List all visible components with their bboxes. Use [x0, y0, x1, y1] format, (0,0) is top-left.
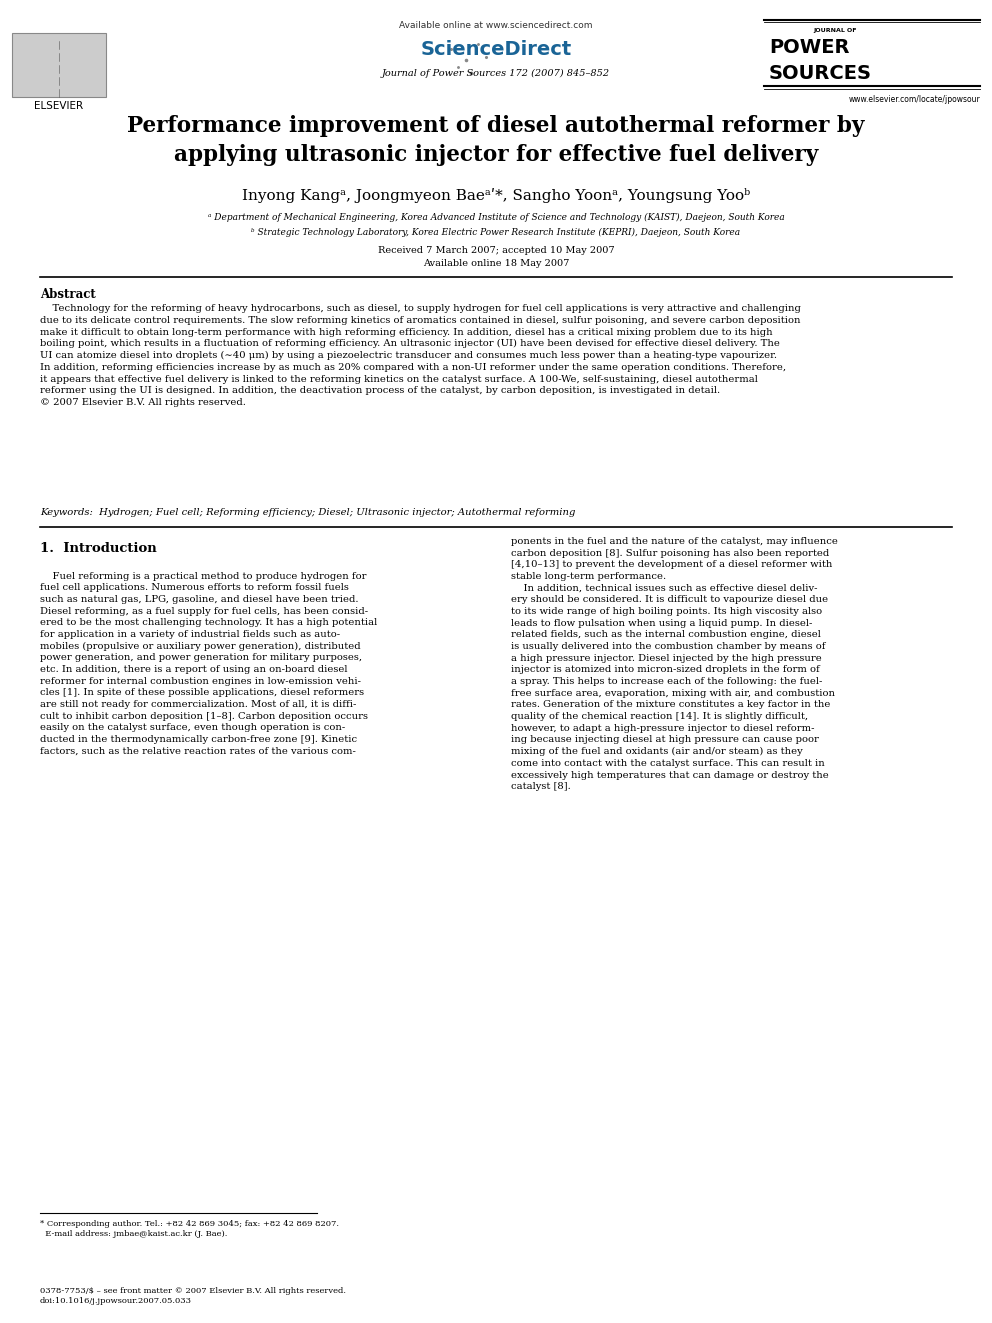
Text: 1.  Introduction: 1. Introduction: [40, 542, 157, 556]
Text: ScienceDirect: ScienceDirect: [421, 40, 571, 58]
Text: ᵃ Department of Mechanical Engineering, Korea Advanced Institute of Science and : ᵃ Department of Mechanical Engineering, …: [207, 213, 785, 222]
Text: Technology for the reforming of heavy hydrocarbons, such as diesel, to supply hy: Technology for the reforming of heavy hy…: [40, 304, 801, 407]
Text: JOURNAL OF: JOURNAL OF: [813, 28, 857, 33]
Text: Available online 18 May 2007: Available online 18 May 2007: [423, 259, 569, 269]
Text: ᵇ Strategic Technology Laboratory, Korea Electric Power Research Institute (KEPR: ᵇ Strategic Technology Laboratory, Korea…: [251, 228, 741, 237]
Text: 0378-7753/$ – see front matter © 2007 Elsevier B.V. All rights reserved.
doi:10.: 0378-7753/$ – see front matter © 2007 El…: [40, 1287, 345, 1306]
Text: ponents in the fuel and the nature of the catalyst, may influence
carbon deposit: ponents in the fuel and the nature of th…: [511, 537, 838, 791]
Text: Keywords:  Hydrogen; Fuel cell; Reforming efficiency; Diesel; Ultrasonic injecto: Keywords: Hydrogen; Fuel cell; Reforming…: [40, 508, 575, 517]
Text: Received 7 March 2007; accepted 10 May 2007: Received 7 March 2007; accepted 10 May 2…: [378, 246, 614, 255]
Text: Performance improvement of diesel autothermal reformer by
applying ultrasonic in: Performance improvement of diesel autoth…: [127, 115, 865, 165]
Text: Fuel reforming is a practical method to produce hydrogen for
fuel cell applicati: Fuel reforming is a practical method to …: [40, 572, 377, 755]
Text: ELSEVIER: ELSEVIER: [34, 101, 83, 111]
Text: Abstract: Abstract: [40, 288, 95, 302]
Text: POWER: POWER: [769, 38, 849, 57]
Text: * Corresponding author. Tel.: +82 42 869 3045; fax: +82 42 869 8207.
  E-mail ad: * Corresponding author. Tel.: +82 42 869…: [40, 1220, 338, 1238]
Text: Available online at www.sciencedirect.com: Available online at www.sciencedirect.co…: [399, 21, 593, 30]
Text: Journal of Power Sources 172 (2007) 845–852: Journal of Power Sources 172 (2007) 845–…: [382, 69, 610, 78]
Bar: [12, 33, 106, 97]
Text: Inyong Kangᵃ, Joongmyeon Baeᵃʹ*, Sangho Yoonᵃ, Youngsung Yooᵇ: Inyong Kangᵃ, Joongmyeon Baeᵃʹ*, Sangho …: [242, 188, 750, 202]
Text: www.elsevier.com/locate/jpowsour: www.elsevier.com/locate/jpowsour: [848, 95, 980, 105]
Text: SOURCES: SOURCES: [769, 64, 872, 82]
